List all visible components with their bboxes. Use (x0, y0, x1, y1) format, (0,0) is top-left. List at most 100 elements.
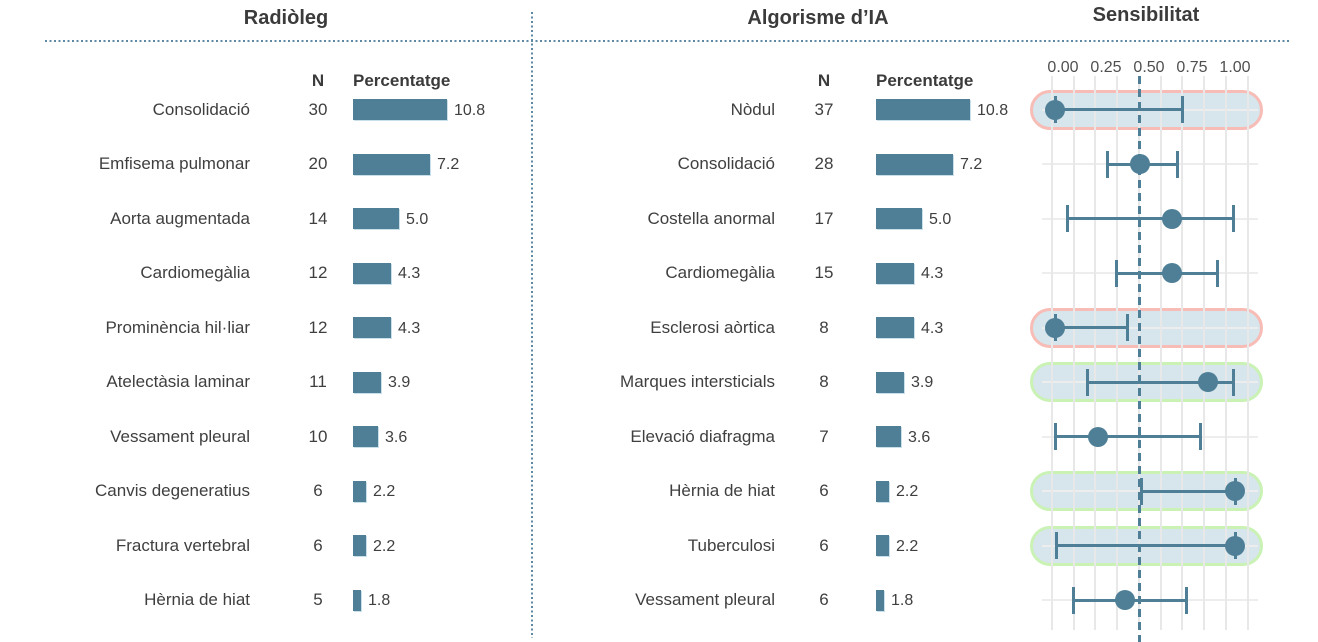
percentage-bar (876, 371, 904, 393)
n-value: 30 (308, 99, 328, 119)
n-value: 6 (819, 590, 829, 609)
n-value: 8 (819, 372, 829, 391)
percentage-bar (353, 426, 378, 447)
finding-label: Canvis degeneratius (95, 481, 250, 500)
x-gridline (1159, 76, 1162, 630)
percentage-bar (876, 317, 914, 338)
ci-cap-high (1181, 96, 1185, 123)
x-axis-tick-label: 0.50 (1133, 59, 1165, 76)
n-value: 17 (814, 208, 834, 228)
ci-cap-high (1199, 423, 1203, 450)
sensitivity-point (1162, 208, 1182, 229)
percentage-value: 10.8 (454, 101, 486, 119)
percentage-value: 4.3 (921, 319, 944, 337)
ci-cap-low (1114, 259, 1118, 287)
finding-label: Tuberculosi (687, 535, 775, 555)
percentage-bar (353, 535, 366, 556)
finding-label: Consolidació (677, 154, 775, 173)
x-gridline (1203, 76, 1205, 630)
finding-label: Cardiomegàlia (665, 263, 775, 282)
percentage-bar (353, 589, 361, 611)
sensitivity-point (1088, 426, 1109, 447)
x-axis-tick-label: 0.75 (1176, 59, 1208, 76)
panel-divider-dotted-line (531, 12, 533, 638)
confidence-interval-line (1055, 108, 1183, 111)
percentage-value: 4.3 (398, 319, 421, 337)
percentage-value: 3.6 (385, 428, 408, 446)
x-gridline (1094, 76, 1097, 630)
sensitivity-point (1045, 317, 1065, 338)
confidence-interval-line (1087, 380, 1234, 384)
ci-cap-high (1215, 259, 1219, 287)
sensitivity-point (1225, 481, 1245, 501)
finding-label: Vessament pleural (110, 426, 250, 446)
n-value: 11 (309, 372, 327, 391)
finding-label: Consolidació (152, 99, 250, 119)
percentage-value: 3.9 (388, 374, 411, 391)
finding-label: Emfisema pulmonar (98, 154, 250, 173)
column-header-n-radiologist: N (311, 71, 325, 90)
percentage-value: 5.0 (929, 210, 952, 228)
x-gridline (1072, 76, 1075, 630)
finding-label: Atelectàsia laminar (106, 372, 250, 391)
ci-cap-low (1053, 423, 1057, 450)
ci-cap-low (1139, 477, 1143, 505)
reference-dashed-line (1137, 76, 1141, 642)
n-value: 6 (313, 535, 323, 555)
sensitivity-point (1225, 535, 1245, 556)
percentage-value: 4.3 (398, 265, 421, 282)
finding-label: Aorta augmentada (110, 208, 250, 228)
percentage-value: 10.8 (977, 101, 1009, 119)
n-value: 15 (814, 263, 834, 282)
finding-label: Marques intersticials (620, 372, 775, 391)
confidence-interval-line (1055, 435, 1201, 438)
n-value: 6 (313, 481, 323, 500)
x-axis-tick-label: 1.00 (1219, 59, 1251, 76)
panel-title-radiologist: Radiòleg (243, 7, 329, 29)
sensitivity-point (1129, 154, 1150, 174)
n-value: 12 (308, 263, 328, 282)
finding-label: Elevació diafragma (630, 426, 775, 446)
percentage-bar (353, 208, 399, 229)
ci-cap-low (1055, 532, 1059, 559)
finding-label: Hèrnia de hiat (669, 481, 775, 500)
confidence-interval-line (1056, 544, 1235, 547)
percentage-bar (353, 371, 381, 393)
percentage-value: 2.2 (373, 483, 396, 500)
sensitivity-point (1045, 99, 1065, 120)
finding-label: Prominència hil·liar (105, 317, 250, 337)
column-header-n-ai: N (817, 71, 831, 90)
percentage-bar (876, 153, 953, 175)
x-gridline (1246, 76, 1249, 630)
percentage-bar (876, 99, 970, 120)
percentage-bar (353, 99, 447, 120)
n-value: 6 (819, 481, 829, 500)
n-value: 8 (819, 317, 829, 337)
column-header-percentage-radiologist: Percentatge (353, 71, 451, 90)
column-header-percentage-ai: Percentatge (876, 71, 974, 90)
finding-label: Vessament pleural (635, 590, 775, 609)
sensitivity-point (1162, 263, 1182, 283)
confidence-interval-line (1055, 326, 1127, 329)
ci-cap-high (1231, 368, 1235, 396)
percentage-value: 7.2 (437, 156, 460, 173)
ci-cap-high (1175, 150, 1179, 178)
ci-cap-low (1066, 205, 1070, 232)
finding-label: Esclerosi aòrtica (650, 317, 775, 337)
percentage-value: 3.6 (908, 428, 931, 446)
finding-label: Cardiomegàlia (140, 263, 250, 282)
row-gridline (1042, 326, 1258, 329)
percentage-bar (876, 480, 889, 502)
header-separator-dotted-line (45, 40, 1290, 42)
percentage-value: 1.8 (368, 592, 391, 609)
x-gridline (1051, 76, 1053, 630)
percentage-value: 5.0 (406, 210, 429, 228)
percentage-value: 7.2 (960, 156, 983, 173)
finding-label: Fractura vertebral (115, 535, 250, 555)
percentage-value: 1.8 (891, 592, 914, 609)
percentage-bar (353, 153, 430, 175)
percentage-bar (353, 480, 366, 502)
finding-label: Costella anormal (647, 208, 775, 228)
ci-cap-low (1105, 150, 1109, 178)
